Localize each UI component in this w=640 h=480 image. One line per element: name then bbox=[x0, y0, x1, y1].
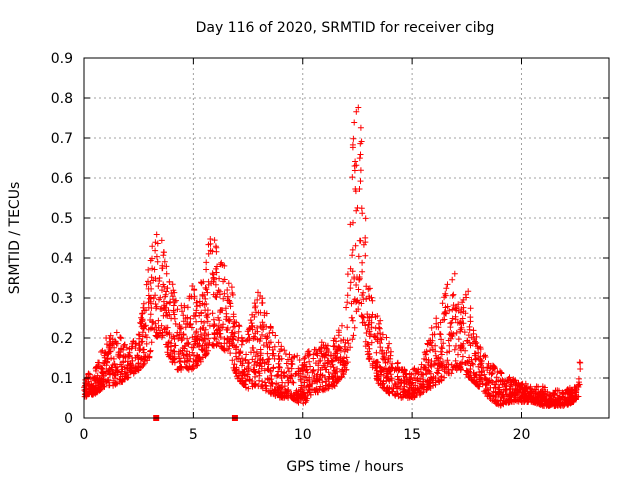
axis-ticks bbox=[83, 57, 609, 419]
y-tick-label: 0.3 bbox=[51, 291, 73, 307]
x-tick-label: 20 bbox=[513, 427, 531, 443]
x-tick-label: 5 bbox=[189, 427, 198, 443]
y-tick-label: 0.6 bbox=[51, 171, 73, 187]
x-axis-label: GPS time / hours bbox=[286, 459, 403, 475]
plot-border bbox=[83, 57, 610, 419]
y-tick-label: 0.5 bbox=[51, 211, 73, 227]
grid-lines bbox=[84, 58, 609, 418]
y-tick-label: 0.8 bbox=[51, 91, 73, 107]
y-tick-label: 0.9 bbox=[51, 51, 73, 67]
x-tick-label: 15 bbox=[403, 427, 421, 443]
y-tick-label: 0.2 bbox=[51, 331, 73, 347]
y-tick-label: 0.4 bbox=[51, 251, 73, 267]
chart-title: Day 116 of 2020, SRMTID for receiver cib… bbox=[196, 20, 495, 36]
y-axis-label: SRMTID / TECUs bbox=[7, 182, 23, 295]
y-tick-label: 0 bbox=[64, 411, 73, 427]
y-tick-labels: 0 0.1 0.2 0.3 0.4 0.5 0.6 0.7 0.8 0.9 bbox=[51, 51, 73, 427]
x-tick-label: 10 bbox=[294, 427, 312, 443]
y-tick-label: 0.1 bbox=[51, 371, 73, 387]
x-tick-label: 0 bbox=[80, 427, 89, 443]
y-tick-label: 0.7 bbox=[51, 131, 73, 147]
srmtid-markers bbox=[81, 104, 584, 409]
x-tick-labels: 0 5 10 15 20 bbox=[80, 427, 531, 443]
